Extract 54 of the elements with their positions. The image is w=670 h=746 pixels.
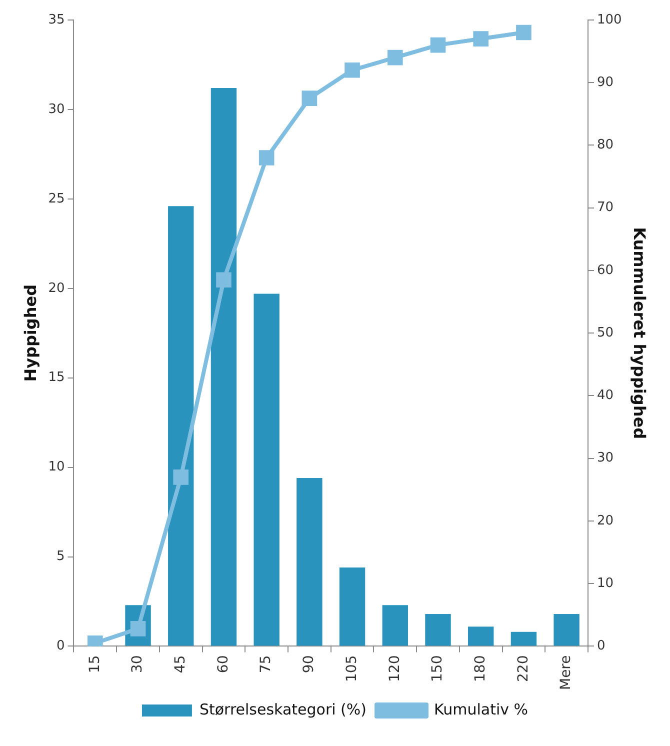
- x-tick-label: 180: [472, 655, 488, 682]
- y-tick-label: 0: [56, 638, 65, 654]
- y2-tick-label: 20: [596, 513, 614, 528]
- point: [430, 37, 446, 53]
- y2-tick-label: 0: [596, 638, 606, 654]
- bar: [254, 294, 280, 646]
- point: [302, 90, 318, 106]
- bar: [510, 632, 537, 646]
- point: [473, 31, 489, 46]
- x-tick-label: 30: [130, 655, 146, 674]
- y2-tick-label: 100: [596, 12, 622, 28]
- y-axis-title: Hyppighed: [20, 284, 40, 382]
- point: [173, 470, 189, 485]
- point: [344, 62, 360, 78]
- x-tick-label: 90: [301, 655, 318, 674]
- y-tick-label: 35: [48, 12, 65, 28]
- y2-tick-label: 80: [596, 138, 614, 153]
- y2-axis-title: Kummuleret hyppighed: [630, 227, 650, 440]
- y-tick-label: 10: [48, 460, 65, 475]
- bar: [296, 478, 322, 646]
- x-tick-label: 105: [344, 655, 360, 682]
- y-tick-label: 30: [48, 102, 65, 117]
- y2-tick-label: 40: [596, 388, 614, 404]
- x-tick-label: 45: [172, 655, 189, 674]
- y-tick-label: 20: [48, 280, 65, 296]
- point: [258, 150, 274, 166]
- x-tick-label: 120: [386, 655, 403, 682]
- y2-tick-label: 50: [596, 326, 614, 340]
- point: [387, 50, 403, 66]
- point: [216, 272, 232, 288]
- bar: [210, 88, 237, 646]
- bar: [382, 605, 408, 646]
- bar: [168, 206, 194, 646]
- bar: [468, 626, 494, 646]
- y2-tick-label: 70: [596, 200, 614, 216]
- bar: [554, 614, 580, 646]
- y2-tick-label: 10: [596, 576, 614, 591]
- x-tick-label: Mere: [558, 655, 574, 690]
- x-tick-label: 150: [430, 655, 446, 682]
- x-tick-label: 75: [258, 655, 274, 674]
- bar: [425, 614, 451, 646]
- y-tick-label: 15: [48, 370, 65, 386]
- y2-tick-label: 90: [596, 75, 614, 90]
- y-tick-label: 25: [48, 191, 65, 206]
- y2-tick-label: 30: [596, 450, 614, 466]
- point: [516, 24, 532, 40]
- x-tick-label: 60: [215, 655, 232, 674]
- x-tick-label: 15: [86, 655, 103, 674]
- legend-label: Kumulativ %: [434, 700, 528, 718]
- y2-tick-label: 60: [596, 262, 614, 278]
- legend-label: Størrelseskategori (%): [199, 700, 367, 718]
- bar: [339, 568, 366, 646]
- y-tick-label: 5: [56, 549, 65, 564]
- x-tick-label: 220: [515, 655, 532, 682]
